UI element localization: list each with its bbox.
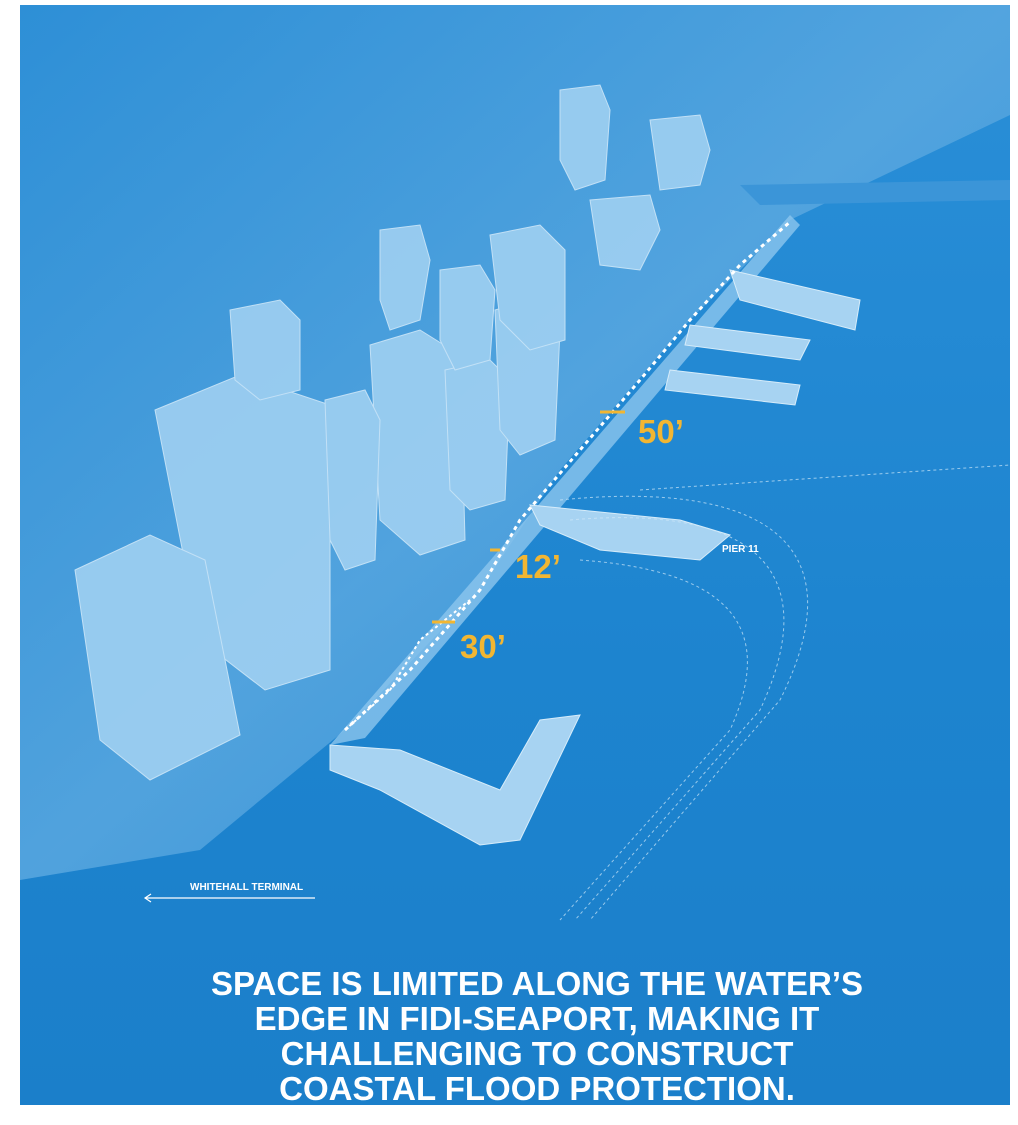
headline-line: SPACE IS LIMITED ALONG THE WATER’S — [211, 965, 863, 1002]
ferry-routes — [559, 464, 1011, 921]
headline-line: CHALLENGING TO CONSTRUCT — [281, 1035, 794, 1072]
dimension-label: 12’ — [515, 548, 561, 585]
piers — [329, 269, 861, 846]
dimension-label: 50’ — [638, 413, 684, 450]
terminal-label: WHITEHALL TERMINAL — [190, 882, 303, 893]
dimension-label: 30’ — [460, 628, 506, 665]
headline-line: EDGE IN FIDI-SEAPORT, MAKING IT — [255, 1000, 820, 1037]
bridge — [740, 180, 1010, 205]
buildings — [74, 84, 711, 781]
esplanade-outline — [343, 220, 791, 732]
pier-label: PIER 11 — [722, 544, 759, 555]
headline-line: COASTAL FLOOD PROTECTION. — [279, 1070, 795, 1107]
road — [330, 215, 800, 745]
esplanade-edge — [344, 599, 471, 731]
terminal-arrow — [143, 893, 315, 903]
dimension-ticks — [432, 410, 625, 624]
